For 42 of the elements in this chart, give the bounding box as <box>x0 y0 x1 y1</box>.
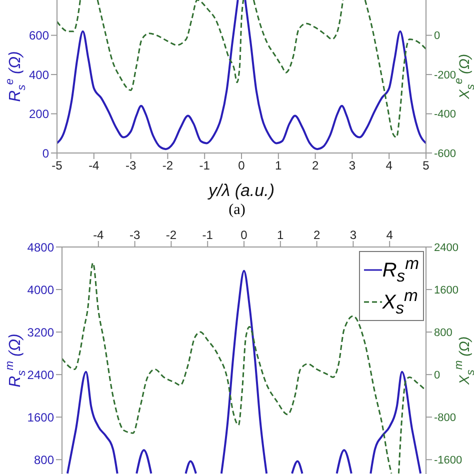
y2-tick-label: -400 <box>434 108 456 121</box>
x-tick-label: -4 <box>88 158 100 173</box>
y2-tick-label: 0 <box>434 369 440 382</box>
y-tick-label: 2400 <box>27 368 54 382</box>
y2-tick-label: -600 <box>434 148 456 160</box>
y2-tick-label: -1600 <box>434 454 462 467</box>
text: (a) <box>228 202 246 219</box>
y-tick-label: 4800 <box>27 240 54 254</box>
y-tick-label: 3200 <box>27 325 54 340</box>
y2-tick-label: -200 <box>434 69 456 82</box>
x-tick-label: -1 <box>202 228 214 242</box>
x-axis-title: y/λ (a.u.) <box>208 181 274 200</box>
x-tick-label: 3 <box>348 158 356 173</box>
y-tick-label: 4000 <box>27 282 54 297</box>
x-tick-label: -1 <box>199 158 210 173</box>
x-tick-label: 2 <box>312 158 319 173</box>
y-tick-label: 200 <box>28 107 50 122</box>
x-tick-label: 0 <box>238 158 246 173</box>
y2-tick-label: 1600 <box>434 284 458 296</box>
y2-tick-label: 2400 <box>434 242 458 254</box>
y-tick-label: 0 <box>42 146 50 160</box>
y2-tick-label: -800 <box>434 412 456 424</box>
x-tick-label: -2 <box>162 158 174 173</box>
x-tick-label: -3 <box>125 158 136 173</box>
x-tick-label: 4 <box>386 228 394 242</box>
y-tick-label: 400 <box>28 68 50 82</box>
y-tick-label: 600 <box>28 28 50 43</box>
x-tick-label: -3 <box>129 228 140 242</box>
x-tick-label: 2 <box>313 228 320 242</box>
x-tick-label: 5 <box>422 158 430 173</box>
x-tick-label: -2 <box>166 228 177 242</box>
y2-tick-label: 0 <box>434 30 440 42</box>
x-tick-label: 0 <box>240 228 248 242</box>
y-tick-label: 800 <box>34 452 54 467</box>
x-tick-label: -4 <box>93 228 104 242</box>
x-tick-label: 1 <box>275 158 282 173</box>
x-tick-label: -5 <box>52 158 63 173</box>
x-tick-label: 4 <box>386 158 393 173</box>
y2-tick-label: 800 <box>434 326 452 339</box>
x-tick-label: 1 <box>277 228 284 242</box>
x-tick-label: 3 <box>350 228 357 242</box>
y-tick-label: 1600 <box>27 410 54 424</box>
